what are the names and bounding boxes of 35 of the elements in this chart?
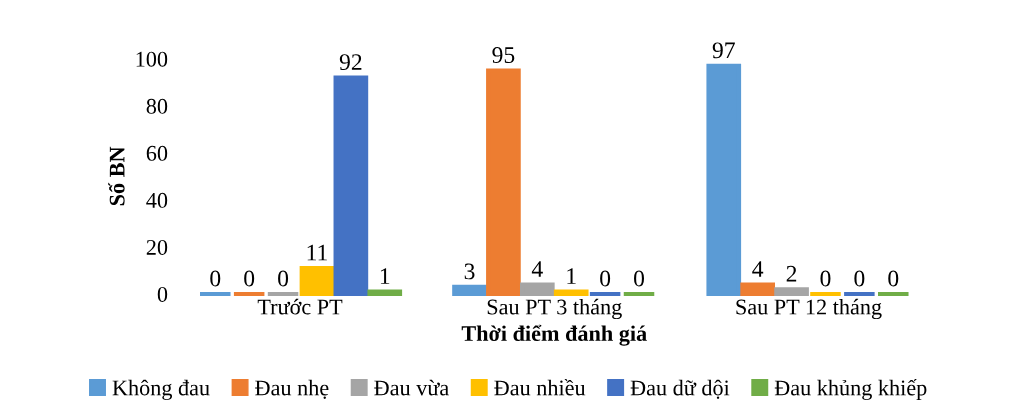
data-label: 0: [854, 270, 865, 287]
legend-label: Đau nhiều: [494, 379, 586, 396]
y-tick-label: 0: [157, 286, 168, 302]
data-label: 1: [380, 268, 390, 284]
data-label: 3: [464, 263, 475, 280]
legend-label: Đau dữ dội: [630, 379, 730, 399]
data-label: 2: [786, 265, 797, 282]
legend-label: Đau nhẹ: [255, 379, 329, 399]
data-label: 97: [712, 42, 735, 59]
data-label: 92: [339, 54, 362, 71]
y-tick-label: 80: [146, 98, 168, 114]
data-label: 0: [820, 270, 831, 287]
x-tick-label: Sau PT 3 tháng: [487, 298, 622, 320]
data-label: 4: [531, 261, 543, 277]
x-tick-label: Trước PT: [257, 298, 343, 315]
x-tick-label: Sau PT 12 tháng: [736, 298, 882, 320]
data-label: 11: [307, 244, 327, 261]
x-axis-title: Thời điểm đánh giá: [461, 324, 647, 346]
y-tick-label: 60: [146, 145, 168, 161]
data-label: 0: [210, 270, 221, 287]
data-label: 0: [244, 270, 255, 287]
data-label: 0: [278, 270, 289, 287]
legend-label: Không đau: [112, 379, 210, 400]
y-tick-label: 100: [136, 51, 168, 67]
y-axis-title: Số BN: [108, 146, 125, 206]
data-label: 4: [752, 261, 764, 277]
data-label: 0: [634, 270, 645, 287]
y-tick-label: 40: [146, 192, 168, 208]
legend-label: Đau khủng khiếp: [774, 379, 927, 400]
data-label: 0: [888, 270, 899, 287]
data-label: 0: [600, 270, 611, 287]
legend-label: Đau vừa: [374, 379, 449, 396]
data-label: 1: [567, 268, 576, 284]
data-label: 95: [492, 47, 515, 63]
y-tick-label: 20: [146, 239, 168, 255]
